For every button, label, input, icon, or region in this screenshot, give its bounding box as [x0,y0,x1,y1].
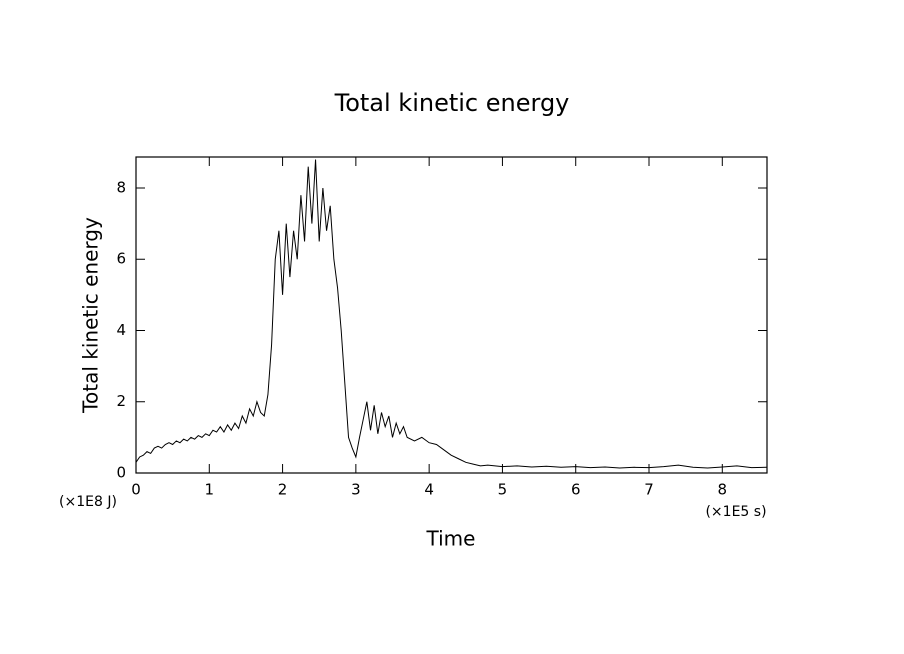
x-tick-label: 6 [571,481,581,499]
plot-frame [135,156,768,474]
y-tick-label: 0 [116,464,126,482]
y-axis-label: Total kinetic energy [79,217,103,414]
y-tick-label: 8 [116,178,126,196]
y-tick-label: 2 [116,392,126,410]
x-tick-label: 3 [351,481,361,499]
y-tick-label: 6 [116,250,126,268]
x-tick-label: 8 [718,481,728,499]
x-tick-label: 7 [644,481,654,499]
y-unit-label: (×1E8 J) [59,494,117,510]
chart-title: Total kinetic energy [334,89,570,117]
y-tick-label: 4 [116,321,126,339]
x-tick-label: 2 [278,481,288,499]
x-axis-label: Time [426,527,476,551]
x-tick-label: 5 [498,481,508,499]
x-tick-label: 0 [131,481,141,499]
x-tick-label: 4 [424,481,434,499]
data-line [135,159,768,469]
x-tick-label: 1 [205,481,215,499]
x-unit-label: (×1E5 s) [705,504,766,520]
